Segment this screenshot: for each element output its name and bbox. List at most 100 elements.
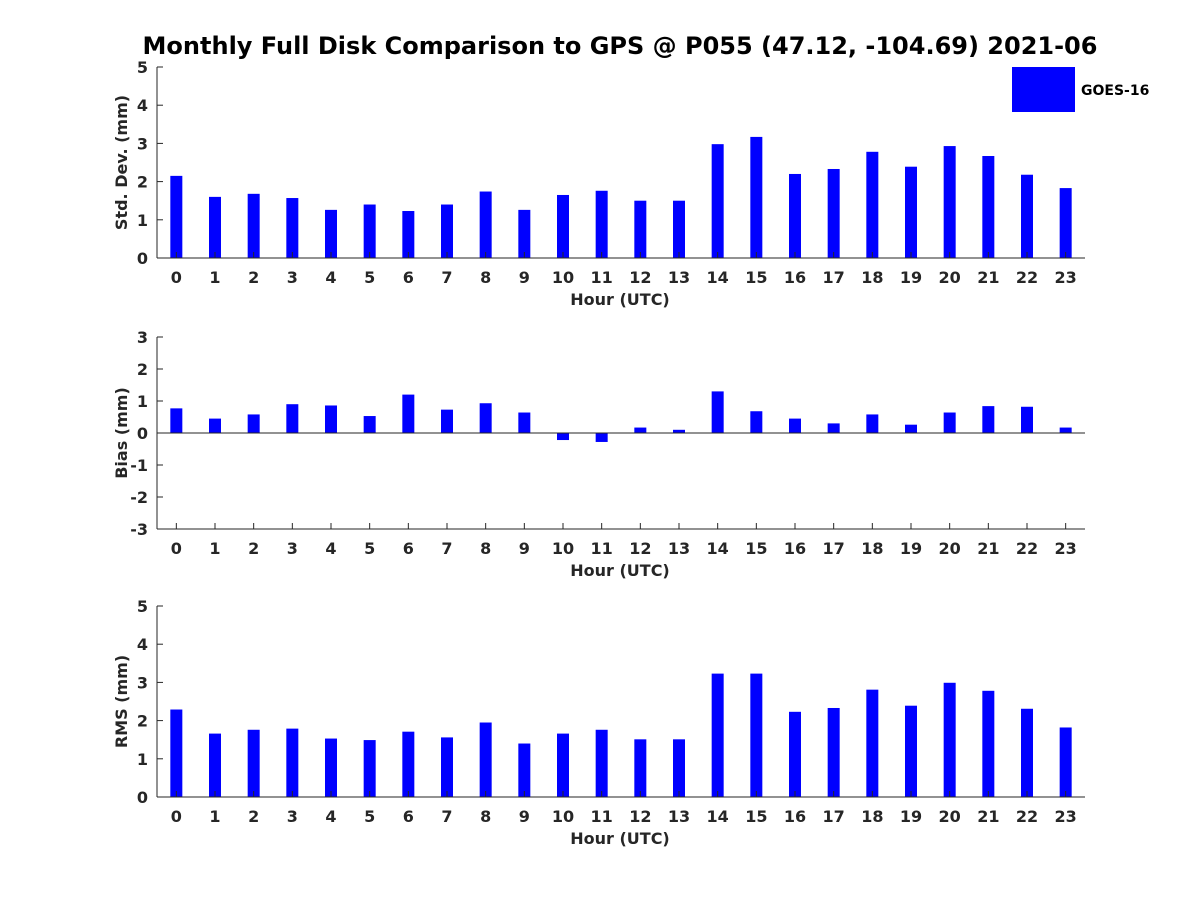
x-tick-label: 3 [287, 807, 298, 826]
x-tick-label: 1 [209, 268, 220, 287]
y-tick-label: -2 [130, 488, 148, 507]
x-tick-label: 19 [900, 539, 922, 558]
bar-9 [518, 412, 531, 433]
legend-label: GOES-16 [1081, 83, 1149, 99]
y-tick-label: -3 [130, 520, 148, 539]
x-axis-label: Hour (UTC) [570, 561, 670, 580]
bar-8 [479, 403, 492, 433]
bar-4 [325, 209, 337, 258]
bar-22 [1021, 406, 1033, 433]
x-axis-label: Hour (UTC) [570, 829, 670, 848]
bar-5 [363, 416, 376, 433]
bar-14 [711, 391, 724, 433]
x-tick-label: 10 [552, 807, 574, 826]
bar-1 [209, 418, 221, 433]
x-tick-label: 14 [707, 268, 729, 287]
x-tick-label: 3 [287, 539, 298, 558]
bar-13 [673, 739, 685, 797]
x-tick-label: 7 [441, 539, 452, 558]
x-tick-label: 14 [707, 807, 729, 826]
legend: GOES-16 [1012, 67, 1149, 112]
bar-15 [750, 411, 763, 433]
bar-11 [595, 433, 608, 442]
x-tick-label: 14 [707, 539, 729, 558]
x-tick-label: 22 [1016, 539, 1038, 558]
bar-16 [789, 711, 801, 797]
y-tick-label: 2 [137, 173, 148, 192]
x-tick-label: 9 [519, 539, 530, 558]
bar-14 [711, 144, 724, 258]
x-tick-label: 10 [552, 539, 574, 558]
bar-5 [363, 740, 376, 797]
bar-23 [1059, 188, 1072, 258]
bar-3 [286, 728, 299, 797]
x-tick-label: 10 [552, 268, 574, 287]
bar-12 [634, 427, 647, 433]
bar-13 [673, 200, 685, 258]
x-tick-label: 4 [325, 807, 336, 826]
x-tick-label: 0 [171, 539, 182, 558]
bar-21 [982, 406, 995, 433]
x-axis-label: Hour (UTC) [570, 290, 670, 309]
y-tick-label: 0 [137, 424, 148, 443]
x-tick-label: 6 [403, 539, 414, 558]
x-tick-label: 23 [1055, 268, 1077, 287]
x-tick-label: 3 [287, 268, 298, 287]
bar-8 [479, 191, 492, 258]
x-tick-label: 23 [1055, 539, 1077, 558]
x-tick-label: 16 [784, 807, 806, 826]
y-axis-label: Bias (mm) [112, 387, 131, 479]
bar-4 [325, 405, 337, 433]
y-tick-label: 4 [137, 96, 148, 115]
bar-16 [789, 418, 801, 433]
bar-6 [402, 731, 415, 797]
bar-15 [750, 136, 763, 258]
x-tick-label: 2 [248, 807, 259, 826]
bar-9 [518, 743, 531, 797]
bar-16 [789, 173, 801, 258]
x-tick-label: 13 [668, 268, 690, 287]
bar-11 [595, 729, 608, 797]
x-tick-label: 6 [403, 268, 414, 287]
x-tick-label: 5 [364, 539, 375, 558]
x-tick-label: 18 [861, 807, 883, 826]
bar-10 [557, 433, 569, 441]
x-tick-label: 6 [403, 807, 414, 826]
x-tick-label: 15 [745, 807, 767, 826]
bar-4 [325, 738, 337, 797]
bar-12 [634, 200, 647, 258]
y-tick-label: 1 [137, 211, 148, 230]
bar-2 [247, 414, 260, 433]
bar-18 [866, 151, 879, 258]
bar-6 [402, 394, 415, 433]
x-tick-label: 4 [325, 539, 336, 558]
bar-5 [363, 204, 376, 258]
bar-19 [905, 166, 917, 258]
x-tick-label: 0 [171, 268, 182, 287]
x-tick-label: 19 [900, 268, 922, 287]
bar-17 [827, 423, 840, 433]
bar-22 [1021, 174, 1033, 258]
x-tick-label: 11 [591, 268, 613, 287]
bar-10 [557, 194, 569, 258]
x-tick-label: 8 [480, 268, 491, 287]
x-tick-label: 9 [519, 268, 530, 287]
y-tick-label: -1 [130, 456, 148, 475]
x-tick-label: 18 [861, 539, 883, 558]
y-tick-label: 5 [137, 58, 148, 77]
bar-19 [905, 705, 917, 797]
bar-20 [943, 682, 956, 797]
bar-18 [866, 414, 879, 433]
bar-6 [402, 211, 415, 258]
x-tick-label: 19 [900, 807, 922, 826]
x-tick-label: 17 [823, 539, 845, 558]
x-tick-label: 2 [248, 539, 259, 558]
y-axis-label: Std. Dev. (mm) [112, 95, 131, 230]
x-tick-label: 12 [629, 539, 651, 558]
x-tick-label: 21 [977, 539, 999, 558]
y-tick-label: 2 [137, 360, 148, 379]
bar-20 [943, 412, 956, 433]
